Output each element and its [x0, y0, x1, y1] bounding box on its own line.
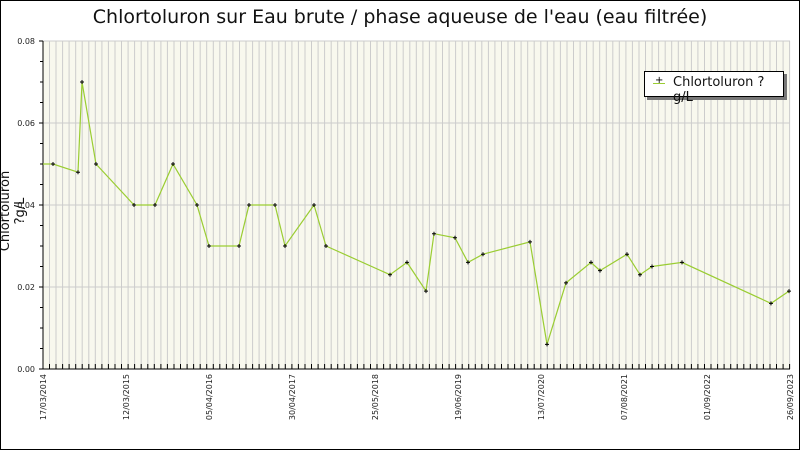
x-tick-label: 01/09/2022: [703, 374, 712, 420]
x-tick-label: 12/03/2015: [122, 374, 131, 420]
legend: Chlortoluron ?g/L: [644, 71, 784, 105]
y-tick-label: 0.00: [17, 365, 35, 374]
data-point-marker: [466, 260, 470, 265]
data-point-marker: [598, 268, 602, 273]
y-tick-label: 0.02: [17, 283, 35, 292]
data-point-marker: [424, 289, 428, 294]
x-tick-label: 19/06/2019: [454, 374, 463, 420]
legend-marker-icon: [653, 75, 665, 86]
data-point-marker: [247, 203, 251, 207]
data-point-marker: [76, 170, 80, 175]
data-point-marker: [195, 203, 199, 207]
x-tick-label: 25/05/2018: [371, 374, 380, 420]
data-point-marker: [638, 272, 642, 277]
data-point-marker: [94, 162, 98, 166]
y-axis-label: Chlortoluron ?g/L: [0, 170, 28, 252]
x-tick-label: 05/04/2016: [205, 374, 214, 420]
y-tick-label: 0.06: [17, 119, 35, 128]
x-tick-label: 26/09/2023: [786, 374, 795, 420]
x-tick-label: 30/04/2017: [288, 374, 297, 420]
data-point-marker: [273, 203, 277, 207]
data-point-marker: [545, 342, 549, 347]
legend-label: Chlortoluron ?g/L: [673, 75, 765, 105]
data-point-marker: [650, 264, 654, 269]
data-point-marker: [625, 252, 629, 257]
data-point-marker: [80, 80, 84, 84]
data-point-marker: [769, 301, 773, 306]
data-point-marker: [481, 252, 485, 257]
x-tick-label: 17/03/2014: [39, 374, 48, 420]
data-point-marker: [564, 280, 568, 285]
data-point-marker: [787, 289, 791, 294]
data-point-marker: [680, 260, 684, 265]
data-point-marker: [405, 260, 409, 265]
data-point-marker: [453, 235, 457, 240]
data-point-marker: [237, 244, 241, 248]
data-point-marker: [51, 162, 55, 166]
y-tick-label: 0.08: [17, 37, 35, 46]
data-point-marker: [388, 272, 392, 277]
y-tick-label: 0.04: [17, 201, 35, 210]
series-line: [43, 81, 790, 345]
x-tick-label: 07/08/2021: [620, 374, 629, 420]
data-point-marker: [207, 244, 211, 248]
chart-title: Chlortoluron sur Eau brute / phase aqueu…: [92, 6, 708, 28]
data-point-marker: [432, 231, 436, 236]
x-tick-label: 13/07/2020: [537, 374, 546, 420]
data-point-marker: [324, 244, 328, 248]
data-point-marker: [132, 203, 136, 207]
data-point-marker: [153, 203, 157, 207]
data-point-marker: [171, 162, 175, 166]
data-point-marker: [589, 260, 593, 265]
data-point-marker: [283, 244, 287, 248]
data-point-marker: [528, 239, 532, 244]
data-point-marker: [312, 203, 316, 207]
